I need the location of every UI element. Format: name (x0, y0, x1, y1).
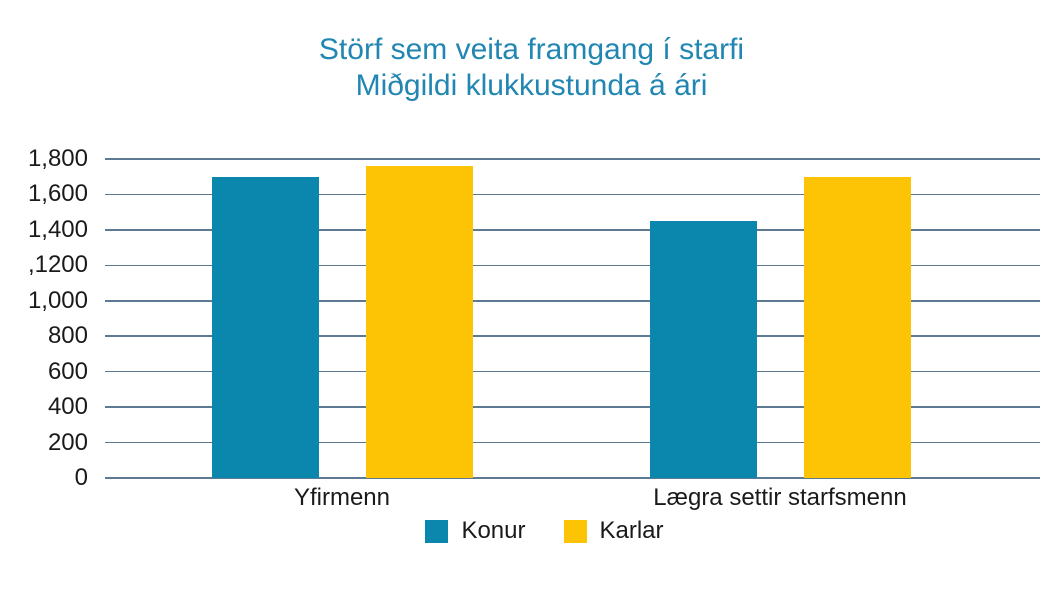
legend-item-konur: Konur (425, 517, 526, 545)
gridline (105, 477, 1040, 479)
legend-label-karlar: Karlar (599, 517, 664, 544)
legend-item-karlar: Karlar (563, 517, 664, 545)
gridline (105, 229, 1040, 231)
y-tick-label: 1,600 (27, 180, 88, 208)
y-tick-label: 0 (74, 464, 88, 491)
legend-label-konur: Konur (461, 517, 526, 544)
gridline (105, 370, 1040, 373)
bar-konur-0 (211, 176, 319, 478)
y-tick-label: 600 (47, 357, 88, 385)
plot-area (105, 158, 1040, 479)
legend-swatch-karlar (563, 519, 587, 543)
bar-karlar-0 (365, 166, 473, 478)
bar-konur-1 (649, 221, 757, 478)
y-tick-label: 1,800 (27, 145, 88, 172)
gridline (105, 158, 1040, 160)
y-tick-label: ,1200 (27, 251, 88, 279)
gridline (105, 335, 1040, 337)
bar-karlar-1 (803, 176, 911, 478)
x-axis-label: Lægra settir starfsmenn (653, 484, 907, 511)
gridline (105, 406, 1040, 408)
legend: Konur Karlar (13, 517, 1063, 545)
legend-swatch-konur (425, 519, 449, 543)
y-tick-label: 1,000 (27, 286, 88, 314)
y-tick-label: 200 (47, 428, 88, 456)
y-tick-label: 400 (47, 393, 88, 421)
y-tick-label: 800 (47, 322, 88, 350)
chart-title: Störf sem veita framgang í starfi Miðgil… (0, 32, 1063, 104)
chart-title-line2: Miðgildi klukkustunda á ári (355, 69, 708, 102)
gridline (105, 300, 1040, 302)
gridline (105, 441, 1040, 444)
gridline (105, 193, 1040, 196)
x-axis-label: Yfirmenn (293, 484, 391, 511)
chart-title-line1: Störf sem veita framgang í starfi (318, 33, 745, 66)
gridline (105, 264, 1040, 267)
y-tick-label: 1,400 (27, 215, 88, 243)
